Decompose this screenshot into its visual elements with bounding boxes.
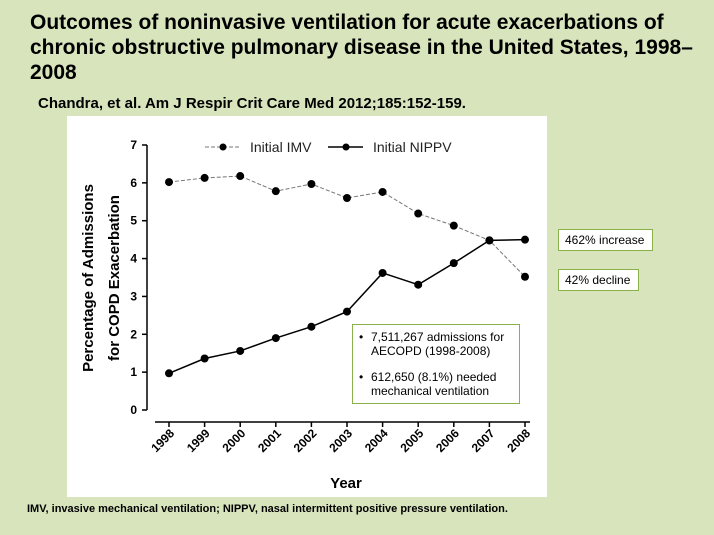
data-point (236, 172, 245, 181)
y-tick-label: 5 (130, 214, 137, 228)
data-point (449, 259, 458, 268)
x-tick-label: 1999 (184, 426, 213, 455)
data-point (485, 236, 494, 245)
info-box: • 7,511,267 admissions for AECOPD (1998-… (352, 324, 520, 404)
x-tick-label: 2007 (469, 426, 498, 455)
data-point (521, 235, 529, 244)
footnote: IMV, invasive mechanical ventilation; NI… (27, 503, 508, 515)
bullet: • (359, 370, 364, 384)
data-point (200, 173, 209, 182)
data-point (271, 187, 280, 196)
data-point (165, 178, 173, 187)
data-point (378, 187, 387, 196)
data-point (414, 209, 423, 218)
data-point (307, 179, 316, 188)
x-tick-label: 2001 (255, 426, 284, 455)
bullet: • (359, 330, 364, 344)
data-point (165, 369, 173, 378)
x-tick-label: 2003 (326, 426, 355, 455)
data-point (200, 354, 209, 363)
x-tick-label: 2008 (504, 426, 533, 455)
legend-label: Initial NIPPV (373, 139, 452, 155)
y-tick-label: 3 (130, 289, 137, 303)
x-axis-label: Year (330, 475, 362, 492)
legend-marker (219, 143, 227, 151)
x-tick-label: 2002 (291, 426, 320, 455)
y-tick-label: 2 (130, 327, 137, 341)
data-point (343, 194, 351, 202)
slide-title: Outcomes of noninvasive ventilation for … (30, 11, 693, 84)
info-bullet-2: 612,650 (8.1%) needed mechanical ventila… (371, 370, 497, 398)
data-point (271, 334, 280, 343)
data-point (307, 322, 316, 331)
data-point (449, 221, 458, 230)
data-point (521, 272, 529, 281)
x-tick-label: 2005 (398, 426, 427, 455)
y-axis-label: for COPD Exacerbation (106, 195, 123, 361)
info-bullet-1: 7,511,267 admissions for AECOPD (1998-20… (371, 330, 505, 358)
data-point (378, 268, 387, 277)
y-tick-label: 1 (130, 365, 137, 379)
decline-callout: 42% decline (558, 269, 639, 291)
increase-callout: 462% increase (558, 229, 653, 251)
y-tick-label: 4 (130, 252, 137, 266)
x-tick-label: 1998 (148, 426, 177, 455)
data-point (343, 307, 351, 316)
series-line-imv (168, 175, 526, 278)
x-tick-label: 2006 (433, 426, 462, 455)
x-tick-label: 2004 (362, 426, 391, 455)
y-axis-label: Percentage of Admissions (80, 184, 97, 372)
citation: Chandra, et al. Am J Respir Crit Care Me… (38, 95, 466, 112)
legend-marker (342, 143, 350, 151)
data-point (236, 346, 245, 355)
legend-label: Initial IMV (250, 139, 312, 155)
y-tick-label: 7 (130, 138, 137, 152)
data-point (414, 280, 423, 289)
y-tick-label: 6 (130, 176, 137, 190)
y-tick-label: 0 (130, 403, 137, 417)
x-tick-label: 2000 (220, 426, 249, 455)
